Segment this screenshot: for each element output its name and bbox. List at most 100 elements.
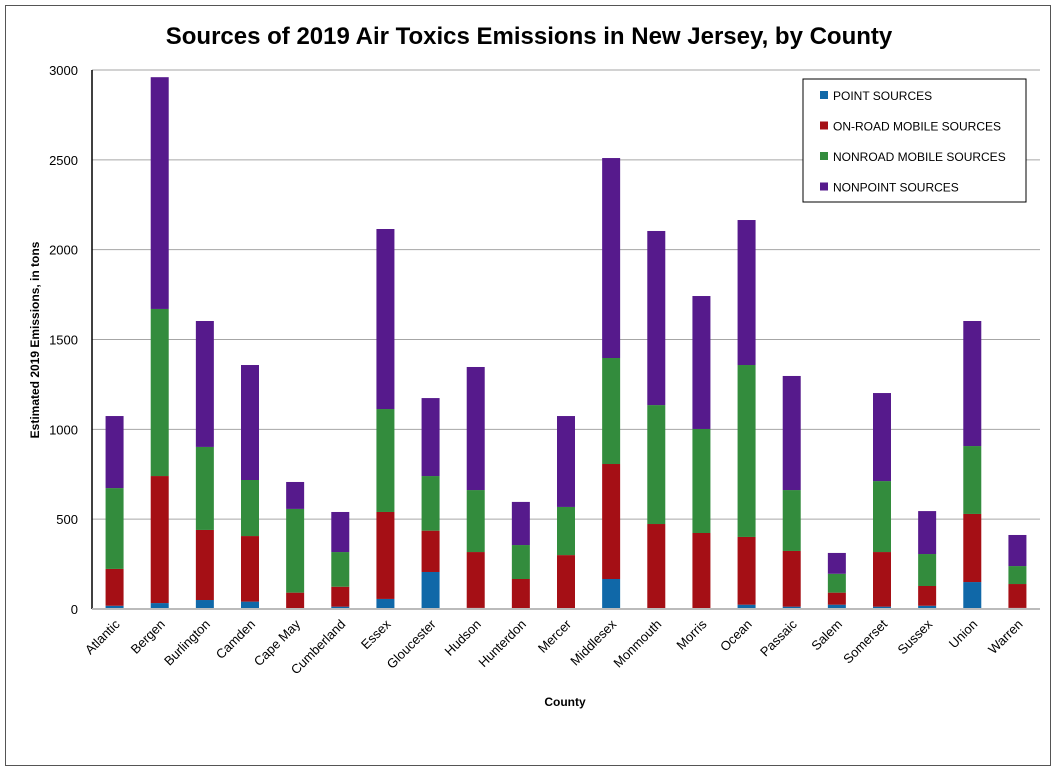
bar-segment [557, 416, 575, 507]
bar-segment [150, 77, 169, 309]
bar-segment [421, 476, 440, 531]
bar-segment [105, 605, 124, 609]
legend: POINT SOURCES ON-ROAD MOBILE SOURCES NONRO… [802, 78, 1027, 203]
y-tick-labels: 0 500 1000 1500 2000 2500 3000 [49, 63, 78, 617]
legend-label: NONROAD MOBILE SOURCES [833, 150, 1006, 164]
bar-stack-sussex [918, 511, 937, 609]
bar-segment [692, 428, 711, 534]
bar-segment [105, 568, 124, 606]
bar-segment [421, 571, 440, 609]
bar-segment [331, 552, 350, 587]
y-tick-label: 1000 [49, 422, 78, 437]
x-tick-label: Camden [213, 617, 258, 662]
x-tick-label: Ocean [717, 617, 755, 655]
bar-segment [376, 409, 395, 512]
bar-segment [963, 582, 982, 609]
x-tick-label: Union [946, 617, 981, 652]
bar-segment [1008, 584, 1027, 608]
bar-segment [376, 229, 395, 410]
x-tick-label: Burlington [161, 617, 213, 669]
bar-segment [782, 375, 801, 491]
bar-segment [286, 592, 305, 609]
bar-segment [557, 555, 575, 609]
bar-stack-cape-may [286, 481, 305, 609]
bar-segment [421, 530, 440, 572]
bar-segment [466, 552, 485, 608]
bar-segment [331, 511, 350, 553]
bar-segment [241, 365, 259, 480]
bar-stack-camden [241, 365, 259, 609]
y-tick-label: 500 [56, 512, 78, 527]
bar-segment [150, 476, 169, 604]
bar-segment [827, 573, 846, 593]
bar-segment [376, 598, 395, 609]
bar-stack-morris [692, 296, 711, 609]
bar-segment [376, 511, 395, 599]
bar-segment [195, 446, 214, 530]
bar-stack-middlesex [602, 158, 621, 609]
bar-stack-monmouth [647, 230, 666, 609]
x-tick-label: Salem [808, 617, 845, 654]
bar-segment [918, 554, 937, 587]
bar-segment [511, 501, 530, 546]
y-axis-label: Estimated 2019 Emissions, in tons [28, 241, 42, 438]
bar-segment [195, 320, 214, 447]
bar-segment [963, 446, 982, 514]
chart-title: Sources of 2019 Air Toxics Emissions in … [166, 23, 893, 50]
bar-segment [421, 398, 440, 477]
x-tick-label: Essex [358, 616, 394, 652]
bar-segment [737, 220, 756, 366]
x-tick-label: Bergen [128, 617, 168, 657]
bar-stack-somerset [873, 393, 891, 609]
bar-segment [963, 320, 982, 447]
bar-segment [963, 513, 982, 583]
bar-segment [195, 529, 214, 601]
bar-segment [331, 606, 350, 609]
legend-box [802, 78, 1027, 203]
bar-stack-mercer [557, 416, 575, 609]
bar-segment [827, 552, 846, 574]
bar-segment [647, 230, 666, 406]
legend-label: NONPOINT SOURCES [833, 181, 959, 195]
bar-segment [511, 578, 530, 609]
x-tick-label: Morris [673, 616, 709, 652]
bar-segment [331, 586, 350, 607]
bar-segment [286, 508, 305, 593]
bar-stack-essex [376, 229, 395, 609]
bar-segment [602, 158, 621, 359]
bar-segment [602, 358, 621, 465]
bar-stack-gloucester [421, 398, 440, 609]
y-tick-label: 1500 [49, 333, 78, 348]
x-tick-label: Hunterdon [475, 617, 529, 671]
bar-segment [241, 601, 259, 609]
bar-segment [873, 552, 891, 607]
y-tick-label: 2000 [49, 243, 78, 258]
bar-segment [105, 488, 124, 569]
x-tick-label: Atlantic [82, 616, 123, 657]
bar-segment [1008, 534, 1027, 567]
legend-swatch [820, 182, 828, 191]
bar-segment [873, 393, 891, 482]
bar-stack-atlantic [105, 416, 124, 609]
bar-segment [782, 550, 801, 607]
bar-stack-ocean [737, 220, 756, 609]
bar-segment [737, 536, 756, 605]
bar-segment [782, 606, 801, 609]
bar-stack-burlington [195, 320, 214, 609]
bar-segment [782, 490, 801, 551]
x-tick-label: Sussex [895, 616, 936, 657]
bar-segment [827, 604, 846, 609]
bar-segment [692, 533, 711, 609]
chart-frame [5, 5, 1051, 766]
x-tick-label: Passaic [757, 616, 800, 659]
legend-label: POINT SOURCES [833, 89, 932, 103]
legend-label: ON-ROAD MOBILE SOURCES [833, 120, 1001, 134]
bar-segment [1008, 566, 1027, 585]
bar-segment [827, 592, 846, 605]
bar-stack-salem [827, 552, 846, 609]
bar-stack-passaic [782, 375, 801, 609]
legend-swatch [820, 152, 828, 160]
bar-segment [511, 545, 530, 579]
